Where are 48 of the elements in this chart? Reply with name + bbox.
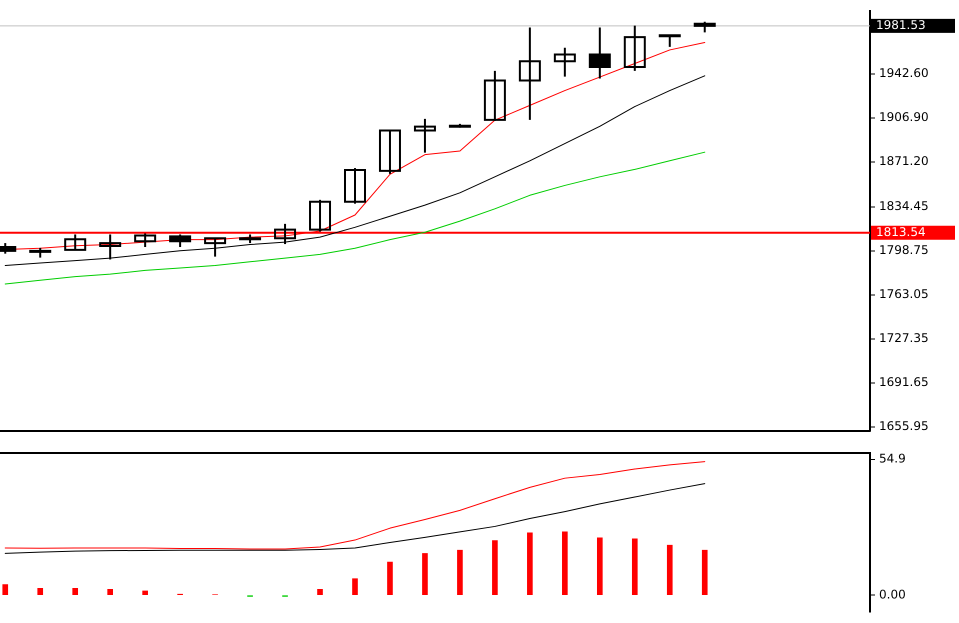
candlestick (378, 128, 401, 175)
bar (492, 540, 498, 596)
candlestick (694, 20, 716, 34)
y-tick-label: 54.9 (879, 452, 906, 466)
bar (37, 588, 44, 596)
candlestick (658, 34, 681, 48)
candlestick (99, 233, 122, 260)
y-tick-label: 1906.90 (879, 110, 929, 124)
candlestick (588, 26, 611, 80)
bar (107, 588, 113, 596)
bar (422, 553, 428, 596)
candlestick (309, 198, 332, 233)
candlestick (414, 118, 436, 154)
bar (72, 588, 78, 596)
candlestick (204, 237, 226, 258)
bar (317, 588, 323, 596)
candlestick (554, 46, 576, 78)
ref-line-label: 1981.53 (876, 18, 926, 32)
y-tick-label: 0.00 (879, 587, 906, 602)
candlestick (29, 246, 52, 259)
y-tick-label: 1871.20 (879, 154, 929, 168)
bar (457, 550, 463, 596)
y-tick-label: 1942.60 (879, 66, 929, 80)
bar (596, 537, 603, 596)
y-tick-label: 1727.35 (879, 331, 929, 346)
bar (387, 562, 393, 596)
candlestick (274, 222, 296, 246)
y-tick-label: 1834.45 (879, 199, 929, 214)
y-tick-label: 1798.75 (879, 243, 929, 258)
y-tick-label: 1655.95 (879, 419, 929, 434)
candlestick (134, 232, 156, 248)
bar (562, 532, 568, 596)
bar (2, 584, 8, 596)
y-tick-label: 1691.65 (879, 375, 929, 390)
bar (632, 538, 638, 596)
candlestick (169, 233, 192, 248)
bar (702, 550, 708, 596)
ref-line-label: 1813.54 (876, 224, 926, 239)
bar (352, 578, 358, 596)
candlestick (624, 24, 646, 72)
candlestick (484, 70, 506, 122)
candlestick (64, 233, 86, 251)
y-tick-label: 1763.05 (879, 287, 929, 302)
candlestick (518, 26, 541, 121)
candlestick (344, 167, 366, 205)
bar (527, 532, 533, 596)
bar (142, 590, 148, 596)
bar (666, 544, 673, 596)
